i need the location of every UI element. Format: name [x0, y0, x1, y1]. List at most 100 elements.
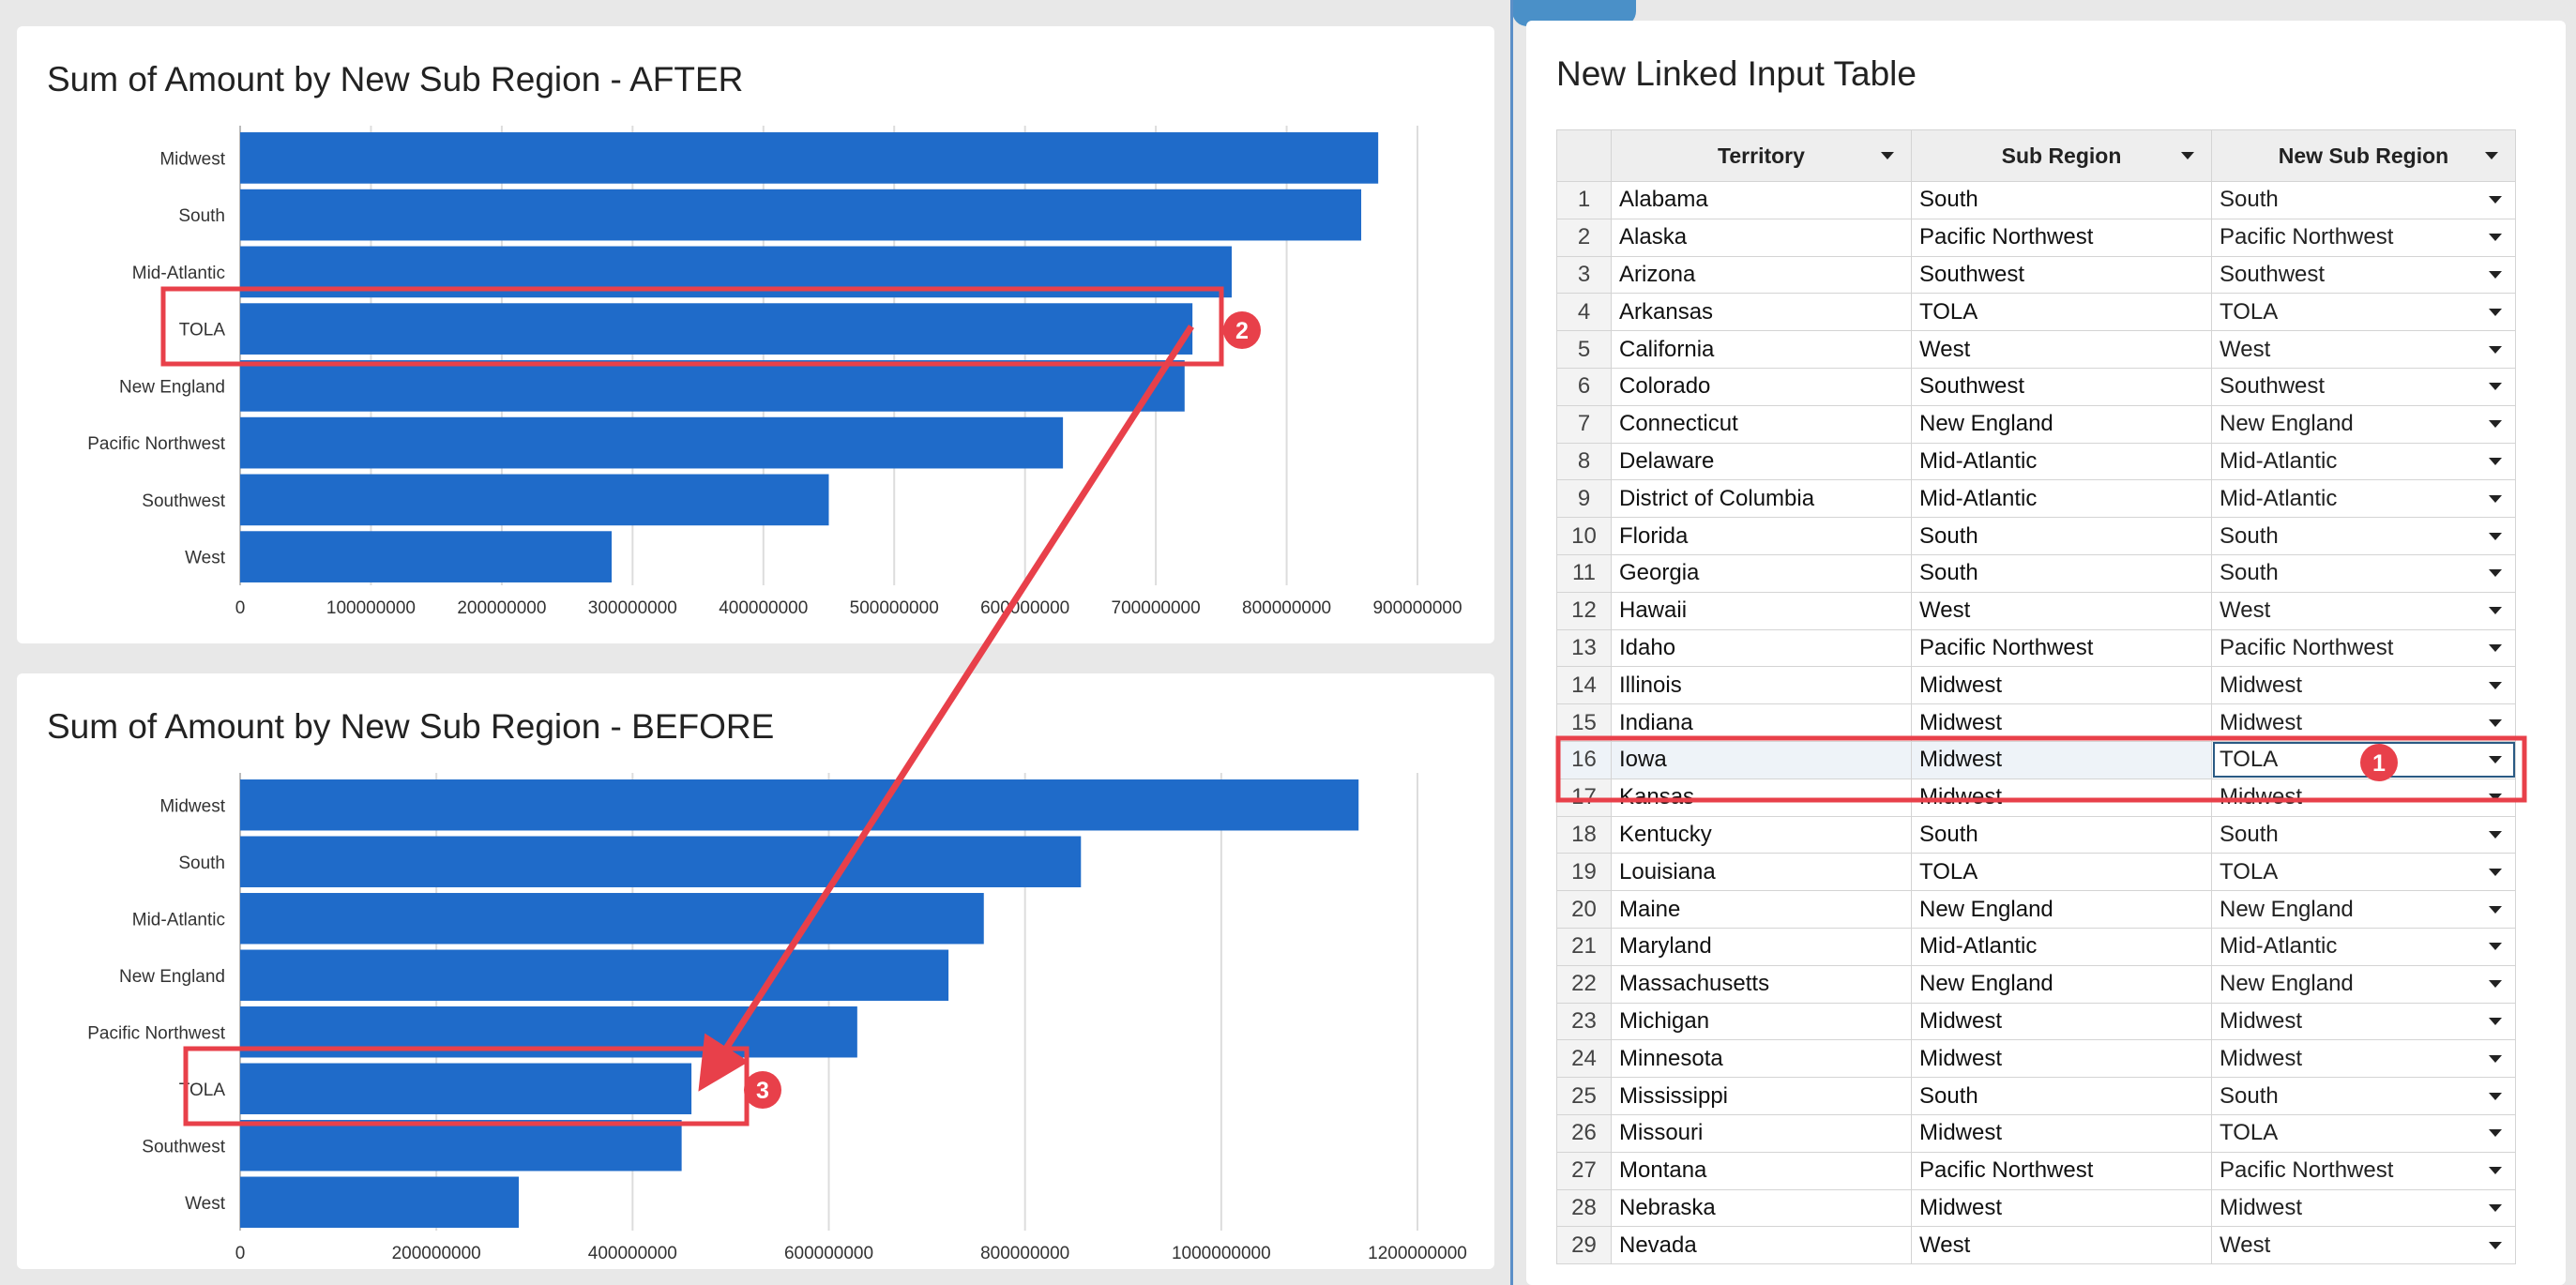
caret-down-icon[interactable] [2489, 345, 2502, 354]
sub-region-cell[interactable]: Mid-Atlantic [1911, 479, 2212, 519]
territory-cell[interactable]: Indiana [1611, 703, 1912, 742]
sub-region-cell[interactable]: Pacific Northwest [1911, 1151, 2212, 1190]
sub-region-cell[interactable]: Midwest [1911, 1039, 2212, 1079]
bar-south[interactable] [240, 836, 1082, 887]
bar-new-england[interactable] [240, 949, 949, 1001]
sub-region-cell[interactable]: Midwest [1911, 740, 2212, 779]
caret-down-icon[interactable] [2485, 152, 2498, 159]
bar-mid-atlantic[interactable] [240, 893, 984, 945]
caret-down-icon[interactable] [2489, 943, 2502, 951]
caret-down-icon[interactable] [2489, 1167, 2502, 1175]
caret-down-icon[interactable] [2489, 607, 2502, 615]
territory-cell[interactable]: Arkansas [1611, 293, 1912, 332]
caret-down-icon[interactable] [2489, 1129, 2502, 1138]
sub-region-cell[interactable]: New England [1911, 890, 2212, 929]
new-sub-region-select[interactable]: Mid-Atlantic [2211, 442, 2516, 481]
sub-region-cell[interactable]: Southwest [1911, 367, 2212, 406]
table-row[interactable]: 19 Louisiana TOLA TOLA [1556, 853, 2516, 892]
bar-mid-atlantic[interactable] [240, 246, 1232, 298]
caret-down-icon[interactable] [2489, 681, 2502, 689]
new-sub-region-select[interactable]: South [2211, 1077, 2516, 1115]
table-row[interactable]: 2 Alaska Pacific Northwest Pacific Northwes… [1556, 218, 2516, 257]
territory-cell[interactable]: Alabama [1611, 181, 1912, 219]
territory-cell[interactable]: Iowa [1611, 740, 1912, 779]
bar-west[interactable] [240, 531, 613, 582]
sub-region-cell[interactable]: Midwest [1911, 703, 2212, 742]
new-sub-region-select[interactable]: Midwest [2211, 703, 2516, 742]
table-row[interactable]: 17 Kansas Midwest Midwest [1556, 778, 2516, 817]
bar-new-england[interactable] [240, 360, 1185, 412]
caret-down-icon[interactable] [2489, 270, 2502, 279]
new-sub-region-select[interactable]: Midwest [2211, 1039, 2516, 1079]
new-sub-region-select[interactable]: South [2211, 181, 2516, 219]
sub-region-cell[interactable]: Midwest [1911, 1113, 2212, 1153]
caret-down-icon[interactable] [2489, 1017, 2502, 1025]
territory-cell[interactable]: Colorado [1611, 367, 1912, 406]
table-row[interactable]: 16 Iowa Midwest TOLA [1556, 740, 2516, 779]
caret-down-icon[interactable] [2489, 420, 2502, 429]
table-row[interactable]: 3 Arizona Southwest Southwest [1556, 255, 2516, 295]
sub-region-cell[interactable]: South [1911, 517, 2212, 555]
sub-region-cell[interactable]: Midwest [1911, 666, 2212, 705]
new-sub-region-select[interactable]: South [2211, 815, 2516, 854]
caret-down-icon[interactable] [2489, 1054, 2502, 1063]
new-sub-region-select[interactable]: Midwest [2211, 778, 2516, 817]
new-sub-region-select[interactable]: Pacific Northwest [2211, 218, 2516, 257]
sub-region-cell[interactable]: South [1911, 181, 2212, 219]
sub-region-cell[interactable]: Midwest [1911, 1002, 2212, 1041]
new-sub-region-select[interactable]: New England [2211, 890, 2516, 929]
table-row[interactable]: 27 Montana Pacific Northwest Pacific Northw… [1556, 1151, 2516, 1190]
new-sub-region-select[interactable]: TOLA [2211, 1113, 2516, 1153]
bar-midwest[interactable] [240, 779, 1359, 831]
table-row[interactable]: 9 District of Columbia Mid-Atlantic Mid-Atl… [1556, 479, 2516, 519]
sub-region-cell[interactable]: West [1911, 1226, 2212, 1265]
table-row[interactable]: 15 Indiana Midwest Midwest [1556, 703, 2516, 742]
territory-cell[interactable]: Massachusetts [1611, 964, 1912, 1004]
territory-cell[interactable]: Georgia [1611, 553, 1912, 593]
territory-cell[interactable]: California [1611, 330, 1912, 369]
sub-region-cell[interactable]: Mid-Atlantic [1911, 442, 2212, 481]
caret-down-icon[interactable] [2489, 383, 2502, 391]
new-sub-region-select[interactable]: Pacific Northwest [2211, 1151, 2516, 1190]
table-row[interactable]: 4 Arkansas TOLA TOLA [1556, 293, 2516, 332]
caret-down-icon[interactable] [2489, 1241, 2502, 1249]
territory-cell[interactable]: Hawaii [1611, 591, 1912, 630]
table-row[interactable]: 26 Missouri Midwest TOLA [1556, 1113, 2516, 1153]
new-sub-region-select[interactable]: Southwest [2211, 367, 2516, 406]
territory-cell[interactable]: Alaska [1611, 218, 1912, 257]
territory-cell[interactable]: District of Columbia [1611, 479, 1912, 519]
caret-down-icon[interactable] [2489, 980, 2502, 989]
sub-region-cell[interactable]: New England [1911, 404, 2212, 444]
table-row[interactable]: 7 Connecticut New England New England [1556, 404, 2516, 444]
bar-southwest[interactable] [240, 474, 829, 526]
table-row[interactable]: 5 California West West [1556, 330, 2516, 369]
territory-cell[interactable]: Nebraska [1611, 1188, 1912, 1228]
new-sub-region-select[interactable]: Midwest [2211, 1188, 2516, 1228]
territory-cell[interactable]: Florida [1611, 517, 1912, 555]
sub-region-cell[interactable]: Pacific Northwest [1911, 628, 2212, 668]
new-sub-region-select[interactable]: West [2211, 1226, 2516, 1265]
caret-down-icon[interactable] [2489, 569, 2502, 578]
caret-down-icon[interactable] [2489, 905, 2502, 914]
table-row[interactable]: 18 Kentucky South South [1556, 815, 2516, 854]
new-sub-region-select[interactable]: Midwest [2211, 1002, 2516, 1041]
new-sub-region-select[interactable]: West [2211, 330, 2516, 369]
sub-region-cell[interactable]: TOLA [1911, 293, 2212, 332]
territory-cell[interactable]: Connecticut [1611, 404, 1912, 444]
caret-down-icon[interactable] [2489, 794, 2502, 802]
caret-down-icon[interactable] [2489, 643, 2502, 652]
new-sub-region-select[interactable]: South [2211, 553, 2516, 593]
sub-region-cell[interactable]: Midwest [1911, 1188, 2212, 1228]
bar-west[interactable] [240, 1176, 520, 1228]
sub-region-cell[interactable]: West [1911, 591, 2212, 630]
table-row[interactable]: 6 Colorado Southwest Southwest [1556, 367, 2516, 406]
territory-cell[interactable]: Louisiana [1611, 853, 1912, 892]
sub-region-cell[interactable]: Southwest [1911, 255, 2212, 295]
caret-down-icon[interactable] [1881, 152, 1894, 159]
sub-region-cell[interactable]: West [1911, 330, 2212, 369]
territory-cell[interactable]: Mississippi [1611, 1077, 1912, 1115]
new-sub-region-select[interactable]: TOLA [2211, 740, 2516, 779]
new-sub-region-select[interactable]: Mid-Atlantic [2211, 479, 2516, 519]
new-sub-region-select[interactable]: Mid-Atlantic [2211, 927, 2516, 966]
new-sub-region-select[interactable]: South [2211, 517, 2516, 555]
